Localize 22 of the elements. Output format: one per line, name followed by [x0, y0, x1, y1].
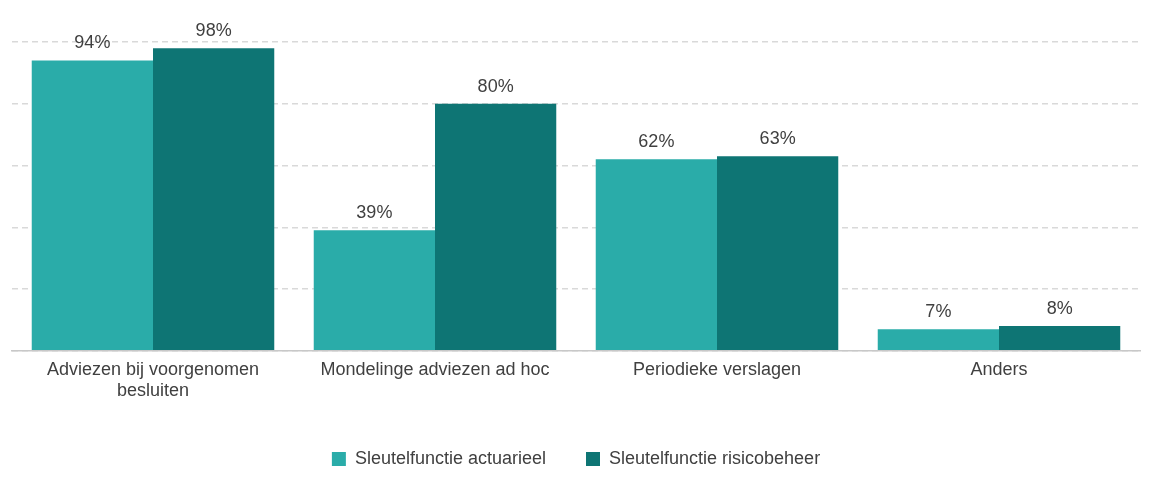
- bar: [877, 329, 999, 351]
- data-label: 80%: [477, 75, 514, 96]
- x-tick-label: Periodieke verslagen: [632, 358, 802, 379]
- data-label: 94%: [74, 32, 111, 53]
- legend-label: Sleutelfunctie risicobeheer: [609, 447, 821, 468]
- data-label: 8%: [1046, 298, 1073, 319]
- data-label: 7%: [925, 301, 952, 322]
- x-tick-label: Adviezen bij voorgenomen besluiten: [46, 358, 260, 401]
- legend-label: Sleutelfunctie actuarieel: [354, 447, 546, 468]
- data-label: 39%: [356, 202, 393, 223]
- bar: [153, 48, 275, 351]
- bar: [595, 159, 717, 351]
- x-tick-label: Mondelinge adviezen ad hoc: [320, 358, 550, 379]
- bar: [313, 230, 435, 351]
- bar: [31, 60, 153, 351]
- data-label: 63%: [759, 128, 796, 149]
- bar: [435, 103, 557, 351]
- data-label: 98%: [195, 20, 232, 41]
- x-tick-label: Anders: [970, 358, 1028, 379]
- data-label: 62%: [638, 131, 675, 152]
- bar: [717, 156, 839, 351]
- bar: [999, 326, 1121, 351]
